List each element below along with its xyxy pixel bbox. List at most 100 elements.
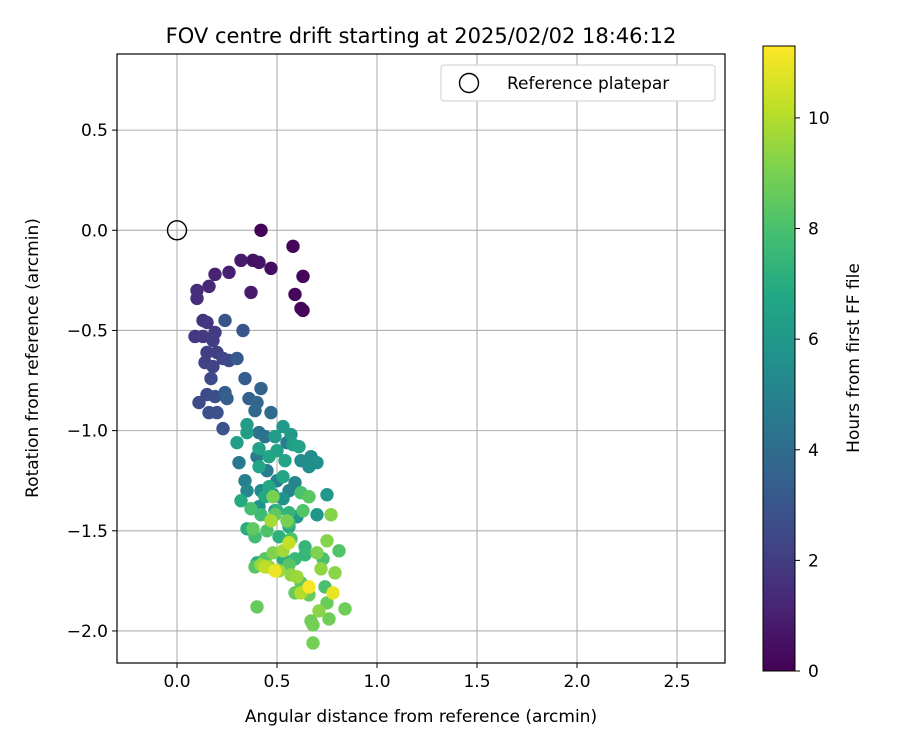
legend: Reference platepar <box>440 64 716 102</box>
data-point <box>306 636 320 650</box>
data-point <box>296 504 310 518</box>
x-axis-ticks: 0.0 0.5 1.0 1.5 2.0 2.5 <box>163 663 691 692</box>
data-point <box>258 429 272 444</box>
y-tick-label: −1.5 <box>67 522 108 542</box>
y-tick-label: 0.5 <box>81 121 108 141</box>
x-tick-label: 2.0 <box>563 672 590 692</box>
y-axis-ticks: 0.5 0.0 −0.5 −1.0 −1.5 −2.0 <box>67 121 117 642</box>
data-point <box>216 421 230 436</box>
data-point <box>232 455 246 470</box>
data-point <box>250 600 264 614</box>
data-point <box>322 612 336 626</box>
data-point <box>230 351 244 366</box>
data-point <box>332 544 346 558</box>
x-tick-label: 1.5 <box>463 672 490 692</box>
data-point <box>296 269 310 284</box>
x-tick-label: 2.5 <box>663 672 690 692</box>
data-point <box>206 359 220 374</box>
data-point <box>238 371 252 386</box>
x-tick-label: 0.0 <box>163 672 190 692</box>
colorbar-tick-label: 10 <box>808 109 830 129</box>
data-point <box>276 492 290 506</box>
data-point <box>310 546 324 560</box>
grid-lines <box>117 54 725 663</box>
data-point <box>282 536 296 550</box>
data-point <box>230 435 244 450</box>
data-point <box>288 287 302 302</box>
data-point <box>262 449 276 464</box>
colorbar-tick-label: 6 <box>808 330 819 350</box>
data-point <box>264 514 278 528</box>
data-point <box>234 253 248 268</box>
data-point <box>280 514 294 528</box>
data-point <box>220 391 234 406</box>
colorbar-gradient <box>762 45 796 672</box>
data-point <box>264 405 278 420</box>
data-point <box>326 586 340 600</box>
data-point <box>218 313 232 328</box>
data-point <box>266 490 280 504</box>
data-point <box>202 279 216 294</box>
data-point <box>278 453 292 468</box>
data-point <box>240 425 254 440</box>
data-point <box>206 333 220 348</box>
data-point <box>312 604 326 618</box>
colorbar-tick-label: 0 <box>808 662 819 682</box>
y-tick-label: −0.5 <box>67 321 108 341</box>
y-tick-label: 0.0 <box>81 221 108 241</box>
x-axis-label: Angular distance from reference (arcmin) <box>245 707 597 727</box>
data-point <box>302 580 316 594</box>
colorbar-tick-label: 8 <box>808 220 819 240</box>
data-point <box>200 345 214 360</box>
data-point <box>320 488 334 502</box>
data-point <box>200 315 214 330</box>
legend-box <box>440 64 716 102</box>
data-point <box>252 255 266 270</box>
plot-frame <box>116 53 726 664</box>
data-point <box>208 267 222 282</box>
x-tick-label: 0.5 <box>263 672 290 692</box>
data-point <box>284 427 298 442</box>
data-point <box>254 223 268 237</box>
reference-platepar-marker <box>166 220 188 241</box>
colorbar-ticks: 0 2 4 6 8 10 <box>795 109 830 682</box>
data-point <box>268 429 282 444</box>
data-point <box>244 502 258 516</box>
legend-open-circle-icon <box>458 72 480 94</box>
data-point <box>204 371 218 386</box>
data-point <box>310 455 324 470</box>
x-tick-label: 1.0 <box>363 672 390 692</box>
data-point <box>272 530 286 544</box>
data-point <box>252 441 266 456</box>
data-point <box>320 534 334 548</box>
data-point <box>236 323 250 338</box>
chart-title: FOV centre drift starting at 2025/02/02 … <box>166 24 677 48</box>
data-point <box>234 494 248 508</box>
data-point <box>266 546 280 560</box>
data-point <box>240 484 254 498</box>
colorbar-tick-label: 2 <box>808 551 819 571</box>
data-point <box>290 570 304 584</box>
data-point <box>286 239 300 254</box>
y-tick-label: −1.0 <box>67 422 108 442</box>
data-point <box>222 265 236 280</box>
data-point <box>268 564 282 578</box>
data-point <box>210 405 224 420</box>
data-point <box>244 285 258 300</box>
data-point <box>248 403 262 418</box>
data-point <box>288 476 302 490</box>
y-tick-label: −2.0 <box>67 622 108 642</box>
colorbar-tick-label: 4 <box>808 441 819 461</box>
data-point <box>302 490 316 504</box>
data-point <box>190 291 204 306</box>
data-point <box>314 562 328 576</box>
data-point <box>324 508 338 522</box>
data-point <box>246 522 260 536</box>
data-point <box>292 439 306 454</box>
scatter-points <box>188 223 352 650</box>
colorbar-label: Hours from first FF file <box>844 263 864 453</box>
data-point <box>252 459 266 474</box>
y-axis-label: Rotation from reference (arcmin) <box>23 218 43 498</box>
colorbar: 0 2 4 6 8 10 Hours from first FF file <box>762 45 864 682</box>
